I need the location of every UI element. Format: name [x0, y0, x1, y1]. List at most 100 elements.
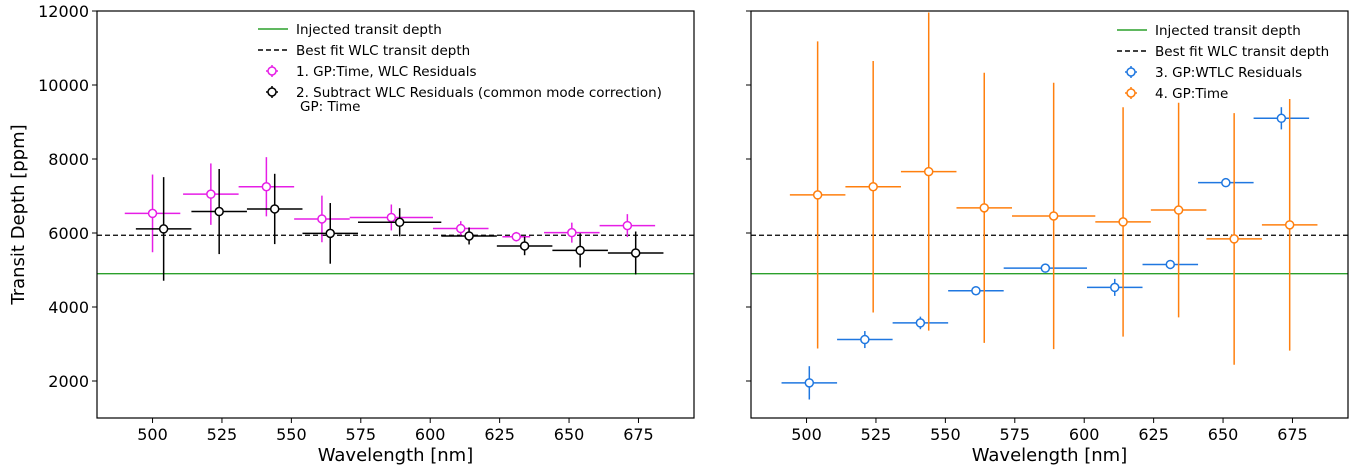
legend-item: 4. GP:Time — [1125, 86, 1228, 102]
reference-lines — [751, 234, 1348, 275]
legend-marker — [267, 66, 277, 76]
data-point — [1253, 107, 1310, 130]
marker — [456, 223, 466, 234]
x-tick-label: 550 — [930, 425, 961, 444]
x-axis-label: Wavelength [nm] — [318, 445, 474, 466]
x-tick-label: 525 — [207, 425, 238, 444]
marker — [915, 318, 926, 328]
marker — [804, 378, 815, 388]
legend-marker — [1126, 88, 1136, 98]
legend-item: Injected transit depth — [1117, 23, 1301, 39]
x-axis-label: Wavelength [nm] — [972, 445, 1128, 466]
marker — [394, 217, 405, 228]
marker — [1165, 259, 1176, 270]
data-point — [502, 231, 531, 242]
data-point — [892, 316, 949, 330]
marker — [1284, 220, 1295, 230]
data-point — [496, 236, 553, 256]
x-tick-label: 600 — [415, 425, 446, 444]
y-tick-label: 4000 — [48, 298, 89, 317]
marker — [1221, 177, 1231, 188]
marker — [812, 190, 823, 200]
x-tick-label: 575 — [1000, 425, 1031, 444]
marker — [1040, 263, 1051, 273]
marker — [147, 208, 158, 219]
x-tick-label: 625 — [484, 425, 515, 444]
marker — [269, 204, 280, 214]
legend: Injected transit depth Best fit WLC trans… — [258, 22, 662, 115]
data-point — [1086, 278, 1143, 296]
data-point — [789, 41, 846, 349]
x-tick-label: 550 — [276, 425, 307, 444]
x-tick-label: 675 — [623, 425, 654, 444]
x-axis: 500 525 550 575 600 625 650 675 — [791, 418, 1308, 444]
marker — [868, 182, 878, 192]
legend-item: Best fit WLC transit depth — [1117, 44, 1329, 60]
data-point — [358, 208, 442, 237]
data-point — [781, 366, 838, 400]
data-point — [948, 285, 1004, 296]
data-point — [294, 195, 350, 243]
marker — [511, 231, 522, 242]
marker — [325, 228, 335, 239]
legend-label-line2: GP: Time — [300, 99, 360, 115]
marker — [1118, 217, 1128, 227]
marker — [979, 203, 989, 213]
plot-frame — [750, 10, 1349, 419]
legend-label: Injected transit depth — [296, 22, 442, 38]
data-point — [238, 157, 295, 217]
data-point — [1150, 102, 1207, 318]
legend: Injected transit depth Best fit WLC trans… — [1117, 23, 1329, 102]
legend-item: 2. Subtract WLC Residuals (common mode c… — [266, 85, 662, 115]
y-axis — [746, 10, 751, 382]
series-1 — [124, 157, 656, 253]
data-point — [1206, 113, 1262, 365]
legend-label: 3. GP:WTLC Residuals — [1155, 65, 1302, 81]
marker — [1276, 113, 1287, 124]
data-point — [837, 331, 893, 349]
marker — [317, 214, 327, 224]
data-point — [183, 163, 239, 225]
marker — [971, 285, 981, 296]
legend-label: Best fit WLC transit depth — [1155, 44, 1329, 60]
data-point — [441, 227, 497, 245]
data-point — [135, 177, 192, 281]
legend-item: 3. GP:WTLC Residuals — [1125, 65, 1302, 81]
marker — [622, 220, 633, 231]
data-point — [124, 174, 181, 253]
marker — [519, 241, 530, 251]
y-tick-label: 8000 — [48, 150, 89, 169]
reference-lines — [97, 234, 694, 275]
data-point — [1142, 259, 1199, 270]
legend-label: 2. Subtract WLC Residuals (common mode c… — [296, 85, 662, 101]
marker — [261, 182, 272, 192]
marker — [860, 334, 870, 345]
panel-1: 500 525 550 575 600 625 650 675 Wavelength [nm] 2… — [8, 2, 695, 466]
data-point — [544, 222, 600, 243]
data-point — [607, 231, 664, 275]
marker — [464, 231, 474, 241]
marker — [158, 224, 169, 234]
y-tick-label: 6000 — [48, 224, 89, 243]
marker — [630, 248, 641, 258]
data-point — [552, 233, 608, 268]
x-tick-label: 575 — [346, 425, 377, 444]
y-axis: 2000 4000 6000 8000 10000 12000 — [38, 2, 97, 391]
y-tick-label: 10000 — [38, 76, 89, 95]
marker — [206, 189, 216, 199]
x-axis: 500 525 550 575 600 625 650 675 — [137, 418, 654, 444]
marker — [386, 212, 397, 223]
marker — [923, 166, 934, 177]
plot-frame — [96, 10, 695, 419]
x-tick-label: 650 — [554, 425, 585, 444]
data-point — [1012, 82, 1096, 350]
data-point — [956, 72, 1013, 343]
y-tick-label: 12000 — [38, 2, 89, 21]
marker — [1110, 282, 1120, 293]
data-point — [191, 168, 247, 255]
marker — [1048, 211, 1059, 221]
data-point — [1261, 99, 1318, 351]
marker — [575, 245, 585, 256]
data-point — [349, 204, 433, 231]
